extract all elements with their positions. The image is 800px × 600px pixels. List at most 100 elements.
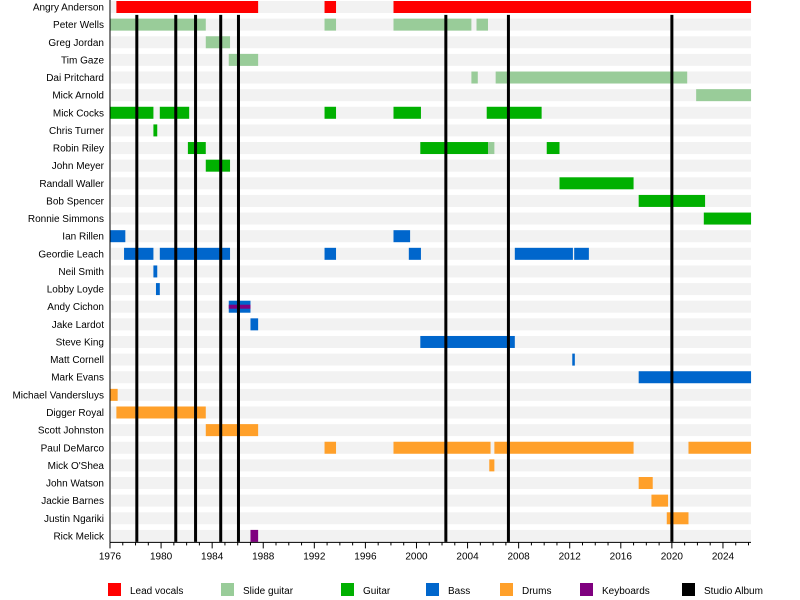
member-label: Scott Johnston: [38, 426, 104, 437]
member-label: Michael Vandersluys: [12, 390, 104, 401]
bar-slide-guitar: [487, 142, 495, 155]
bar-guitar: [703, 212, 752, 225]
member-label: Jackie Barnes: [41, 496, 104, 507]
member-label: Dai Pritchard: [46, 73, 104, 84]
legend-label: Studio Album: [704, 586, 763, 597]
bar-bass: [124, 247, 154, 260]
bar-drums: [688, 441, 752, 454]
member-label: John Watson: [46, 479, 104, 490]
x-tick-label: 2004: [456, 551, 479, 562]
member-label: Lobby Loyde: [47, 285, 105, 296]
bar-slide-guitar: [471, 71, 478, 84]
bar-guitar: [393, 106, 421, 119]
x-tick-label: 2012: [559, 551, 582, 562]
row-background: [111, 36, 751, 49]
bar-keyboards: [250, 529, 259, 542]
row-background: [111, 89, 751, 102]
bar-drums: [489, 459, 495, 472]
member-label: Justin Ngariki: [44, 514, 104, 525]
bar-bass: [153, 265, 158, 278]
row-background: [111, 230, 751, 243]
member-label: John Meyer: [52, 161, 105, 172]
member-label: Chris Turner: [49, 126, 105, 137]
x-tick-label: 1984: [201, 551, 224, 562]
bar-drums: [638, 477, 653, 490]
bar-drums: [205, 424, 259, 437]
member-label: Steve King: [56, 337, 104, 348]
legend-label: Lead vocals: [130, 586, 183, 597]
bar-bass: [572, 353, 575, 366]
bar-bass: [324, 247, 337, 260]
member-label: Matt Cornell: [50, 355, 104, 366]
x-tick-label: 1980: [150, 551, 173, 562]
bar-guitar: [546, 142, 560, 155]
member-label: Angry Anderson: [33, 3, 104, 14]
legend-swatch-slide-guitar: [221, 583, 234, 596]
member-label: Geordie Leach: [38, 249, 104, 260]
bar-guitar: [324, 106, 337, 119]
x-tick-label: 1996: [354, 551, 377, 562]
bar-drums: [494, 441, 634, 454]
x-tick-label: 1988: [252, 551, 275, 562]
legend-swatch-lead-vocals: [108, 583, 121, 596]
row-background: [111, 318, 751, 331]
member-label: Paul DeMarco: [41, 443, 105, 454]
row-background: [111, 106, 751, 119]
bar-bass: [514, 247, 573, 260]
member-label: Ian Rillen: [62, 232, 104, 243]
member-label: Neil Smith: [58, 267, 104, 278]
bar-slide-guitar: [324, 18, 337, 31]
bar-bass: [393, 230, 411, 243]
bar-slide-guitar: [205, 36, 231, 49]
x-tick-label: 1992: [303, 551, 326, 562]
legend-label: Slide guitar: [243, 586, 294, 597]
row-background: [111, 353, 751, 366]
bar-bass: [574, 247, 589, 260]
bar-lead-vocals: [116, 1, 259, 13]
bar-drums: [116, 406, 206, 419]
legend-swatch-guitar: [341, 583, 354, 596]
legend-swatch-drums: [500, 583, 513, 596]
x-tick-label: 2020: [661, 551, 684, 562]
bar-guitar: [559, 177, 634, 190]
x-tick-label: 1976: [99, 551, 122, 562]
x-tick-label: 2016: [610, 551, 633, 562]
row-background: [111, 124, 751, 137]
member-label: Mick O'Shea: [48, 461, 105, 472]
row-background: [111, 494, 751, 507]
legend-swatch-bass: [426, 583, 439, 596]
row-background: [111, 177, 751, 190]
bar-slide-guitar: [476, 18, 488, 31]
bar-drums: [324, 441, 337, 454]
bar-guitar: [153, 124, 158, 137]
legend-label: Drums: [522, 586, 551, 597]
row-background: [111, 529, 751, 542]
member-label: Mick Arnold: [52, 91, 104, 102]
x-tick-label: 2024: [712, 551, 735, 562]
member-label: Greg Jordan: [48, 38, 104, 49]
bar-drums: [666, 512, 689, 525]
legend-label: Bass: [448, 586, 470, 597]
member-label: Ronnie Simmons: [28, 214, 104, 225]
member-label: Andy Cichon: [47, 302, 104, 313]
row-background: [111, 512, 751, 525]
bar-slide-guitar: [228, 53, 259, 66]
member-label: Tim Gaze: [61, 55, 104, 66]
row-background: [111, 300, 751, 313]
bar-bass: [420, 335, 515, 348]
x-tick-label: 2008: [508, 551, 531, 562]
x-tick-label: 2000: [405, 551, 428, 562]
bar-drums: [393, 441, 491, 454]
bar-lead-vocals: [393, 1, 752, 13]
row-background: [111, 212, 751, 225]
bar-slide-guitar: [696, 89, 752, 102]
legend-label: Keyboards: [602, 586, 650, 597]
bar-guitar: [486, 106, 542, 119]
row-background: [111, 53, 751, 66]
member-label: Mark Evans: [51, 373, 104, 384]
legend-label: Guitar: [363, 586, 391, 597]
row-background: [111, 247, 751, 260]
member-label: Robin Riley: [53, 144, 104, 155]
legend-swatch-keyboards: [580, 583, 593, 596]
